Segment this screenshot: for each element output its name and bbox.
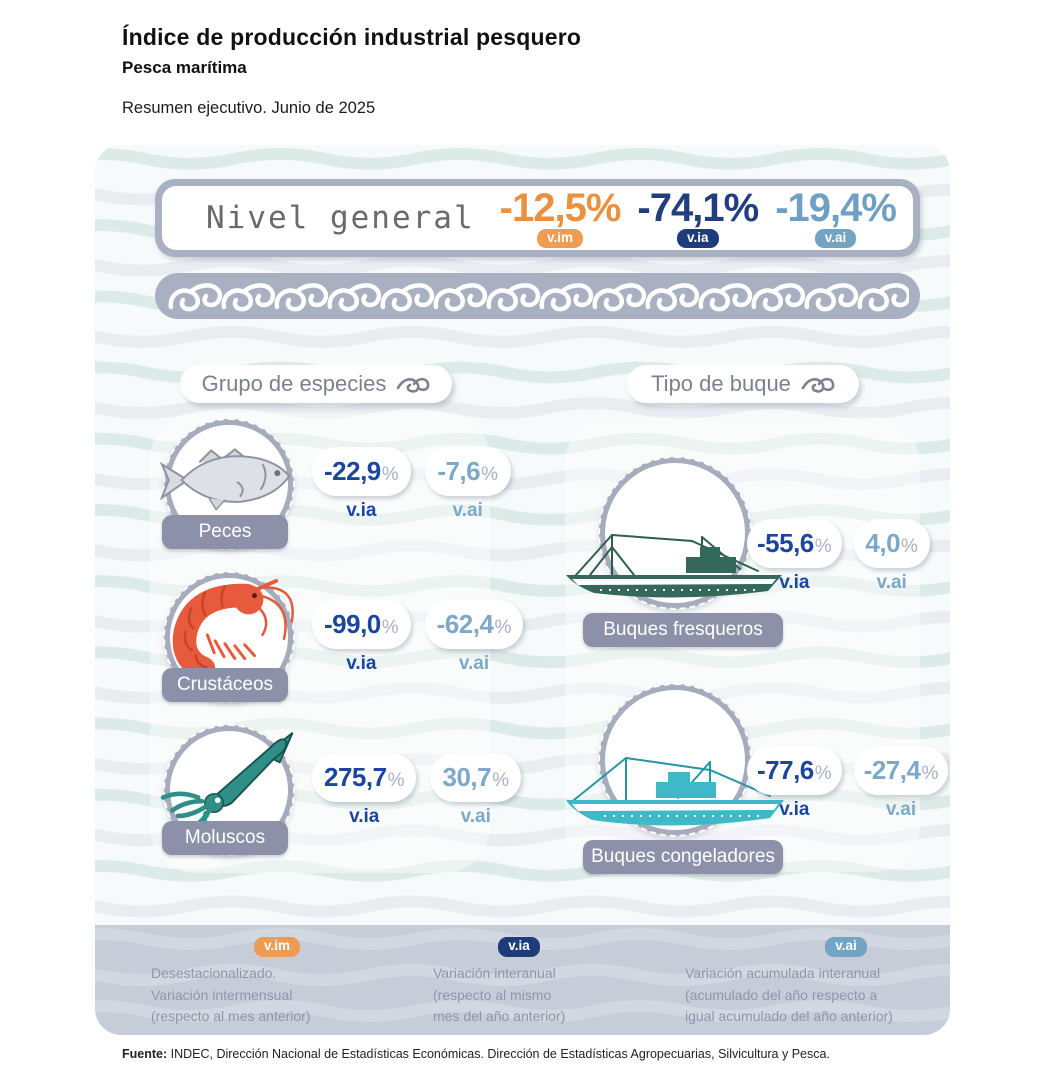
report-period: Resumen ejecutivo. Junio de 2025 <box>122 99 376 117</box>
via-block: -55,6% v.ia <box>747 519 842 594</box>
nivel-general-label: Nivel general <box>206 200 475 236</box>
species-row-peces: Peces -22,9% v.ia -7,6% v.ai <box>150 413 511 566</box>
via-badge: v.ia <box>677 228 719 249</box>
vai-value: -19,4% <box>775 185 897 230</box>
species-column: Peces -22,9% v.ia -7,6% v.ai <box>150 413 524 873</box>
values-peces: -22,9% v.ia -7,6% v.ai <box>312 447 511 522</box>
legend-bar: v.im Desestacionalizado. Variación inter… <box>95 925 950 1035</box>
vai-block: 30,7% v.ai <box>430 753 521 828</box>
via-tag: v.ia <box>779 799 810 820</box>
source-text: INDEC, Dirección Nacional de Estadística… <box>167 1047 830 1061</box>
legend-via: v.ia Variación interanual (respecto al m… <box>433 937 566 1025</box>
via-block: -77,6% v.ia <box>747 746 842 821</box>
values-crustaceos: -99,0% v.ia -62,4% v.ai <box>312 600 524 675</box>
squid-icon <box>160 732 294 840</box>
chain-band <box>155 273 920 319</box>
vim-badge: v.im <box>537 228 584 249</box>
vai-tag: v.ai <box>885 799 917 820</box>
fishing-boat-icon <box>566 534 782 598</box>
vai-pill: -7,6% <box>424 447 511 496</box>
values-congeladores: -77,6% v.ia -27,4% v.ai <box>747 746 949 821</box>
nivel-general-bar: Nivel general -12,5% v.im -74,1% v.ia -1… <box>155 179 920 257</box>
vai-pill: -62,4% <box>424 600 524 649</box>
vim-badge: v.im <box>253 937 300 957</box>
vai-badge: v.ai <box>825 937 867 957</box>
vai-tag: v.ai <box>458 653 490 674</box>
vessels-column: Buques fresqueros -55,6% v.ia 4,0% v.ai <box>565 417 949 874</box>
legend-vai: v.ai Variación acumulada interanual (acu… <box>685 937 893 1025</box>
value-via: -74,1% v.ia <box>637 185 759 249</box>
vai-tag: v.ai <box>460 806 491 827</box>
main-panel: Nivel general -12,5% v.im -74,1% v.ia -1… <box>95 145 950 1035</box>
via-badge: v.ia <box>498 937 540 957</box>
values-fresqueros: -55,6% v.ia 4,0% v.ai <box>747 519 930 594</box>
values-moluscos: 275,7% v.ia 30,7% v.ai <box>312 753 521 828</box>
nivel-general-values: -12,5% v.im -74,1% v.ia -19,4% v.ai <box>483 188 913 249</box>
category-label: Buques fresqueros <box>583 613 783 647</box>
value-vim: -12,5% v.im <box>500 188 621 249</box>
vim-value: -12,5% <box>499 185 622 230</box>
vai-tag: v.ai <box>876 572 907 593</box>
chain-link-icon <box>397 377 430 393</box>
vai-block: -62,4% v.ai <box>424 600 524 675</box>
via-pill: -22,9% <box>312 447 411 496</box>
vai-pill: 30,7% <box>430 753 521 802</box>
value-vai: -19,4% v.ai <box>775 185 897 249</box>
via-pill: -99,0% <box>312 600 411 649</box>
via-pill: -77,6% <box>747 746 842 795</box>
vai-pill: -27,4% <box>853 746 949 795</box>
report-header: Índice de producción industrial pesquero… <box>122 24 581 118</box>
section-title-especies: Grupo de especies <box>180 365 452 403</box>
via-block: -22,9% v.ia <box>312 447 411 522</box>
via-tag: v.ia <box>779 572 810 593</box>
vessel-row-fresqueros: Buques fresqueros -55,6% v.ia 4,0% v.ai <box>565 417 930 647</box>
fish-icon <box>159 448 291 511</box>
category-label: Buques congeladores <box>583 840 783 874</box>
vai-block: -27,4% v.ai <box>853 746 949 821</box>
species-row-crustaceos: Crustáceos -99,0% v.ia -62,4% v.ai <box>150 566 524 719</box>
vai-pill: 4,0% <box>853 519 930 568</box>
freezer-boat-icon <box>566 757 784 826</box>
species-row-moluscos: Moluscos 275,7% v.ia 30,7% v.ai <box>150 719 521 872</box>
category-label: Moluscos <box>162 821 288 855</box>
vai-badge: v.ai <box>814 228 857 249</box>
vai-tag: v.ai <box>452 500 483 521</box>
via-tag: v.ia <box>346 500 377 521</box>
section-especies-label: Grupo de especies <box>201 371 387 396</box>
legend-vim: v.im Desestacionalizado. Variación inter… <box>151 937 311 1025</box>
page-title: Índice de producción industrial pesquero <box>122 24 582 50</box>
via-pill: 275,7% <box>312 753 417 802</box>
vai-block: 4,0% v.ai <box>853 519 930 594</box>
via-pill: -55,6% <box>747 519 842 568</box>
chain-pattern <box>167 277 909 315</box>
via-block: -99,0% v.ia <box>312 600 411 675</box>
vai-block: -7,6% v.ai <box>424 447 511 522</box>
section-buques-label: Tipo de buque <box>651 371 791 396</box>
category-label: Peces <box>162 515 288 549</box>
section-title-buques: Tipo de buque <box>627 365 859 403</box>
via-block: 275,7% v.ia <box>312 753 417 828</box>
source-label: Fuente: <box>122 1047 168 1061</box>
source-note: Fuente: INDEC, Dirección Nacional de Est… <box>122 1047 982 1061</box>
via-tag: v.ia <box>346 653 377 674</box>
chain-link-icon <box>801 377 835 393</box>
via-tag: v.ia <box>349 806 380 827</box>
page-subtitle: Pesca marítima <box>122 58 247 77</box>
nivel-general-inner: Nivel general -12,5% v.im -74,1% v.ia -1… <box>162 186 913 250</box>
via-value: -74,1% <box>637 185 759 230</box>
vessel-row-congeladores: Buques congeladores -77,6% v.ia -27,4% v… <box>565 644 949 874</box>
category-label: Crustáceos <box>162 668 288 702</box>
